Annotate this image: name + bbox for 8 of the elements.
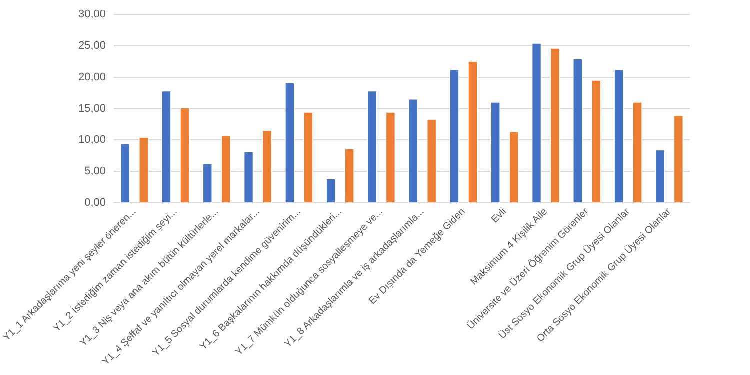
y-tick-label: 15,00 [78, 102, 106, 115]
y-tick-label: 25,00 [78, 40, 106, 52]
y-tick-label: 20,00 [78, 71, 106, 84]
y-tick-label: 0,00 [84, 197, 106, 209]
y-tick-label: 5,00 [84, 166, 106, 178]
y-tick-label: 30,00 [78, 8, 106, 21]
x-tick-label: Evli [490, 206, 509, 226]
y-tick-label: 10,00 [78, 134, 106, 146]
